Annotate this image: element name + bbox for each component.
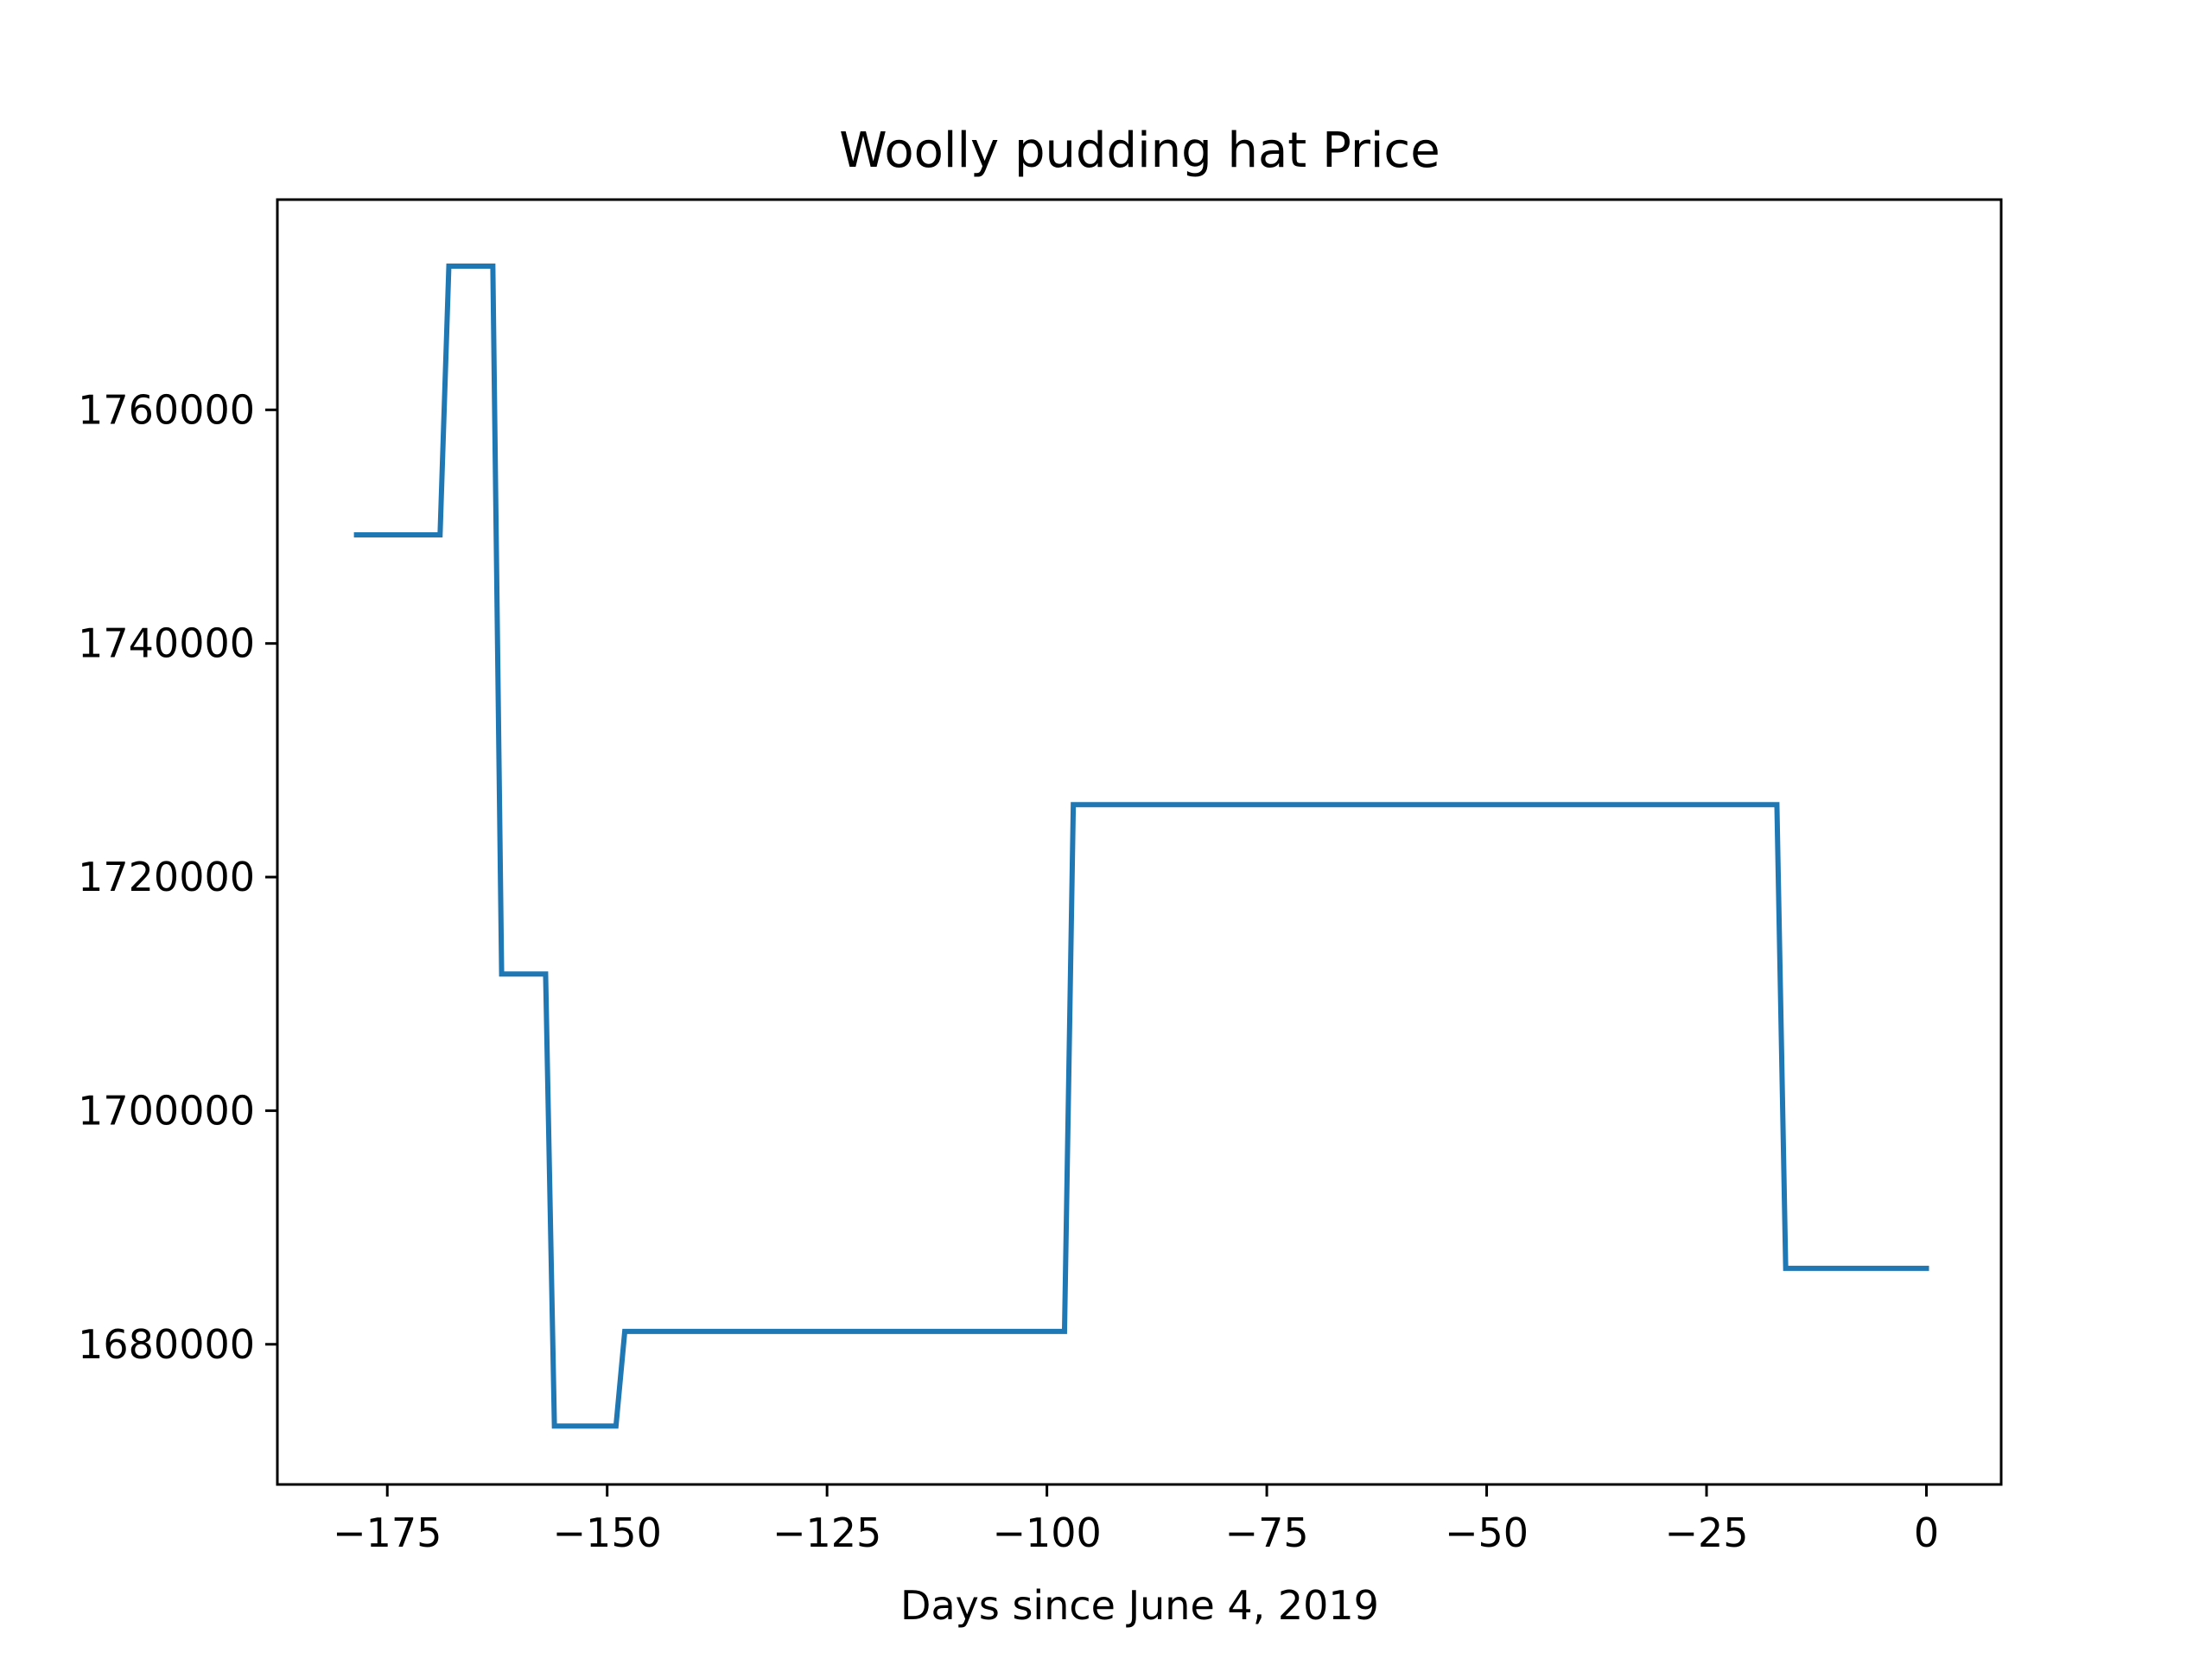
x-tick-label: −50 bbox=[1445, 1510, 1529, 1556]
x-tick-label: −125 bbox=[772, 1510, 881, 1556]
y-axis: 1680000 1700000 1720000 1740000 1760000 bbox=[78, 386, 277, 1368]
x-axis-title: Days since June 4, 2019 bbox=[900, 1582, 1379, 1629]
y-tick-label: 1720000 bbox=[78, 854, 255, 900]
y-tick-label: 1740000 bbox=[78, 620, 255, 667]
y-tick-label: 1700000 bbox=[78, 1087, 255, 1134]
x-axis: −175 −150 −125 −100 −75 −50 −25 0 bbox=[333, 1484, 1939, 1556]
x-tick-label: −25 bbox=[1664, 1510, 1748, 1556]
x-tick-label: −100 bbox=[992, 1510, 1101, 1556]
chart-title: Woolly pudding hat Price bbox=[839, 123, 1440, 179]
axes-frame bbox=[276, 198, 2003, 1486]
series-line-0 bbox=[353, 264, 1929, 1429]
x-tick-label: −75 bbox=[1225, 1510, 1309, 1556]
x-tick-label: −150 bbox=[553, 1510, 662, 1556]
x-tick-label: 0 bbox=[1914, 1510, 1939, 1556]
plot-area bbox=[353, 264, 1929, 1429]
y-tick-label: 1680000 bbox=[78, 1321, 255, 1368]
x-tick-label: −175 bbox=[333, 1510, 442, 1556]
y-tick-label: 1760000 bbox=[78, 386, 255, 433]
